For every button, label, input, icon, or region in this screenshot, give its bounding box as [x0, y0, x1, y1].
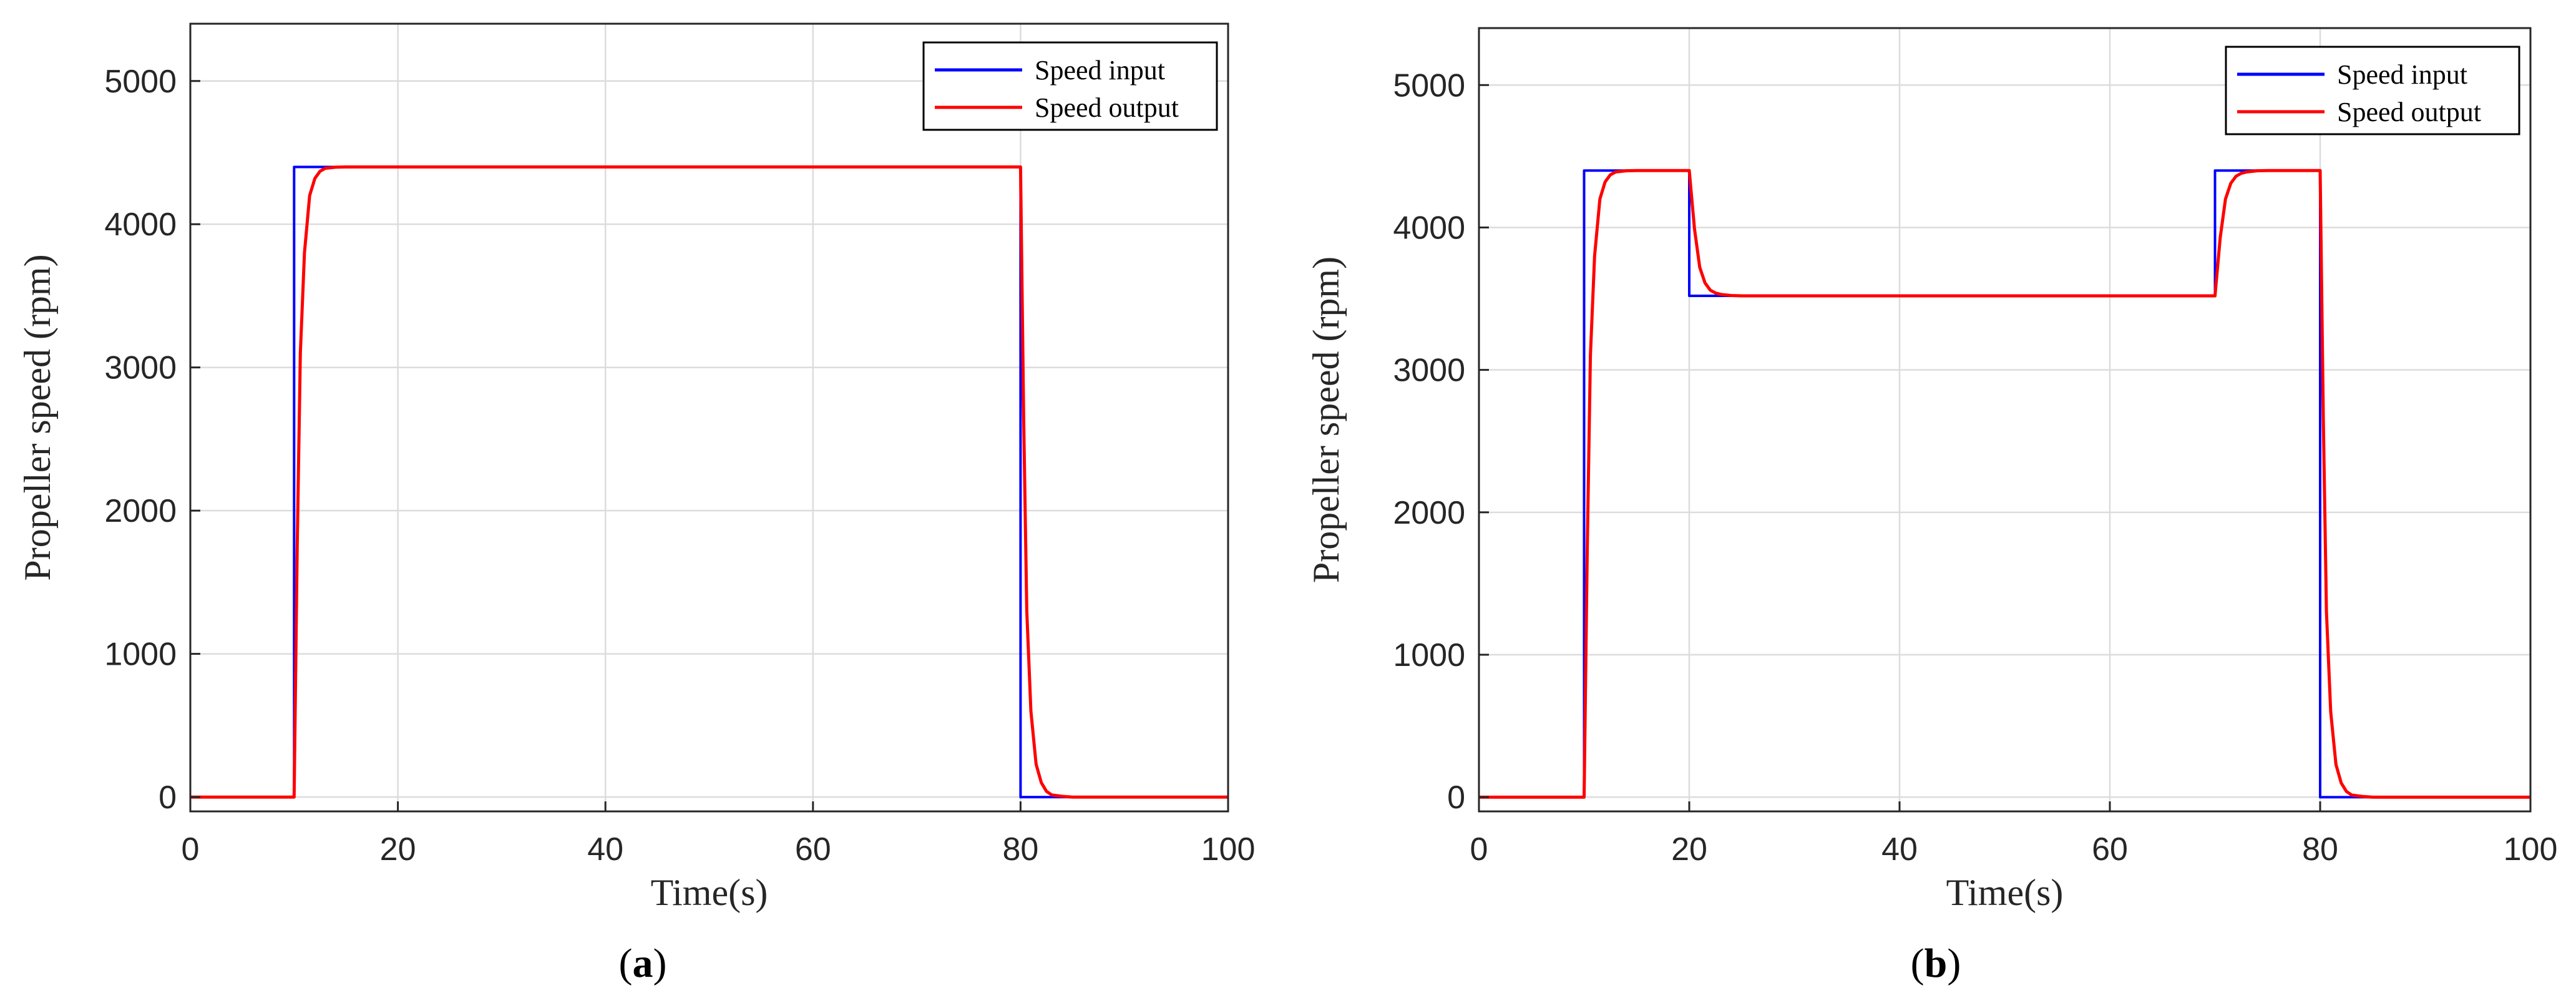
y-tick-label: 0	[1447, 780, 1465, 816]
y-axis-label-a: Propeller speed (rpm)	[17, 254, 58, 580]
legend-label-speed-input-a: Speed input	[1035, 55, 1165, 86]
y-tick-label: 2000	[1393, 495, 1465, 531]
plot-frame-a	[189, 22, 1229, 813]
y-tick-label: 4000	[1393, 210, 1465, 246]
y-tick-label: 0	[159, 780, 177, 816]
panel-caption-letter-a: a	[633, 941, 653, 986]
y-tick-label: 4000	[104, 207, 177, 243]
series-line-speed-output	[1479, 169, 2530, 799]
x-tick-label: 0	[182, 831, 200, 868]
y-tick-label: 2000	[104, 493, 177, 529]
x-tick-label: 80	[2302, 831, 2338, 868]
x-tick-label: 60	[795, 831, 831, 868]
y-tick-label: 5000	[1393, 67, 1465, 104]
x-tick-label: 100	[2504, 831, 2558, 868]
panel-caption-a: (a)	[619, 941, 667, 986]
x-tick-label: 0	[1470, 831, 1488, 868]
grid-b	[1478, 28, 2532, 811]
y-tick-label: 5000	[104, 64, 177, 100]
legend-label-speed-output-a: Speed output	[1035, 92, 1179, 123]
x-tick-label: 80	[1002, 831, 1038, 868]
x-axis-label-b: Time(s)	[1946, 872, 2064, 913]
x-tick-label: 20	[1671, 831, 1707, 868]
x-tick-label: 40	[1881, 831, 1918, 868]
panel-caption-letter-b: b	[1925, 941, 1948, 986]
y-tick-label: 3000	[1393, 353, 1465, 389]
panel-caption-b: (b)	[1911, 941, 1961, 986]
x-tick-label: 60	[2092, 831, 2128, 868]
legend-label-speed-input-b: Speed input	[2337, 59, 2467, 90]
legend-a: Speed input Speed output	[922, 41, 1218, 131]
x-tick-label: 20	[380, 831, 416, 868]
y-tick-label: 1000	[104, 637, 177, 673]
plot-lines-a	[190, 165, 1228, 799]
legend-box-a	[922, 41, 1218, 131]
series-line-speed-output	[190, 165, 1228, 799]
legend-box-b	[2225, 46, 2520, 135]
y-axis-label-b: Propeller speed (rpm)	[1305, 257, 1347, 583]
legend-b: Speed input Speed output	[2225, 46, 2520, 135]
x-tick-label: 100	[1201, 831, 1256, 868]
y-tick-label: 3000	[104, 350, 177, 386]
series-line-speed-input	[1479, 169, 2530, 799]
x-tick-label: 40	[587, 831, 623, 868]
plot-frame-b	[1478, 27, 2532, 813]
plot-lines-b	[1479, 169, 2530, 799]
legend-label-speed-output-b: Speed output	[2337, 97, 2481, 127]
x-axis-label-a: Time(s)	[651, 872, 768, 913]
grid-a	[189, 24, 1229, 811]
series-line-speed-input	[190, 165, 1228, 799]
y-tick-label: 1000	[1393, 637, 1465, 673]
